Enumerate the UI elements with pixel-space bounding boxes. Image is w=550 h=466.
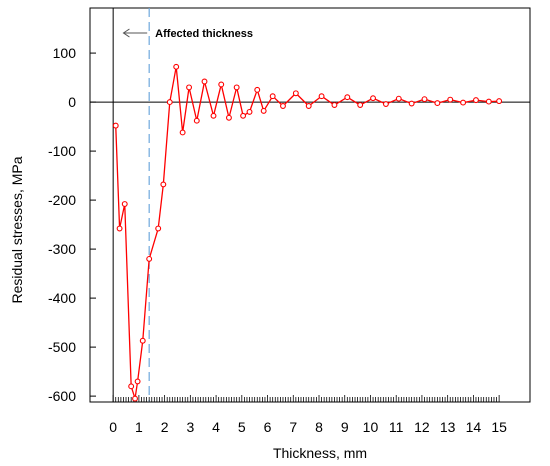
data-point xyxy=(370,95,376,102)
x-axis-ticks: 0 1 2 3 4 5 6 7 8 9 10 11 12 13 14 15 xyxy=(109,395,507,435)
x-tick-label: 12 xyxy=(414,419,430,435)
data-point xyxy=(225,114,232,121)
data-point xyxy=(434,100,441,107)
data-point xyxy=(357,102,364,108)
data-point xyxy=(473,97,479,104)
series-group xyxy=(112,63,503,402)
data-point xyxy=(485,98,492,105)
annotation: Affected thickness xyxy=(122,28,253,40)
y-tick-label: 100 xyxy=(53,45,77,61)
plot-area xyxy=(89,7,531,403)
data-point xyxy=(344,94,351,101)
data-point xyxy=(160,181,167,188)
x-axis-title: Thickness, mm xyxy=(273,445,367,461)
data-point xyxy=(155,225,162,232)
x-tick-label: 8 xyxy=(315,419,323,435)
data-point xyxy=(496,98,503,105)
data-point xyxy=(201,78,208,85)
data-point xyxy=(460,99,467,106)
x-tick-label: 14 xyxy=(466,419,482,435)
x-tick-label: 1 xyxy=(135,419,143,435)
x-tick-label: 7 xyxy=(289,419,297,435)
data-point xyxy=(233,84,240,91)
y-tick-label: -400 xyxy=(48,290,76,306)
arrowhead-icon xyxy=(122,28,130,38)
data-point xyxy=(186,84,193,91)
data-point xyxy=(331,102,338,108)
y-axis-ticks: 100 0 -100 -200 -300 -400 -500 -600 xyxy=(48,45,96,404)
x-tick-label: 10 xyxy=(363,419,379,435)
data-point xyxy=(132,395,138,402)
data-point xyxy=(146,255,153,262)
data-point xyxy=(382,101,389,107)
data-point xyxy=(139,337,146,344)
data-point xyxy=(112,122,119,129)
y-tick-label: -200 xyxy=(48,192,76,208)
data-point xyxy=(218,81,225,88)
data-point xyxy=(269,93,276,100)
x-tick-label: 6 xyxy=(264,419,272,435)
data-point xyxy=(240,112,247,119)
series-line xyxy=(115,66,500,400)
annotation-label: Affected thickness xyxy=(155,28,253,40)
data-point xyxy=(121,201,128,207)
x-tick-label: 15 xyxy=(491,419,507,435)
data-point xyxy=(193,117,200,124)
x-tick-label: 0 xyxy=(109,419,117,435)
zero-line-group xyxy=(90,8,530,402)
y-tick-label: -500 xyxy=(48,339,76,355)
data-point xyxy=(260,107,267,114)
x-tick-label: 11 xyxy=(389,419,404,435)
x-tick-label: 13 xyxy=(440,419,456,435)
data-point xyxy=(179,129,186,136)
data-point xyxy=(305,103,312,109)
data-point xyxy=(166,99,173,106)
data-point xyxy=(210,112,217,119)
data-point xyxy=(246,108,253,115)
data-point xyxy=(447,96,454,103)
plot-frame xyxy=(89,7,531,403)
y-axis-title: Residual stresses, MPa xyxy=(9,156,25,303)
data-point xyxy=(116,225,123,232)
data-point xyxy=(173,63,180,70)
data-point xyxy=(318,93,325,100)
data-point xyxy=(128,383,135,390)
data-point xyxy=(254,86,261,93)
data-point xyxy=(408,100,415,107)
y-tick-label: -300 xyxy=(48,241,76,257)
data-point xyxy=(134,378,141,385)
x-tick-label: 9 xyxy=(341,419,349,435)
x-tick-label: 4 xyxy=(212,419,220,435)
x-tick-label: 5 xyxy=(238,419,246,435)
data-point xyxy=(421,96,428,103)
data-point xyxy=(280,103,286,109)
y-tick-label: -100 xyxy=(48,143,76,159)
y-tick-label: -600 xyxy=(48,388,76,404)
data-point xyxy=(292,90,299,97)
x-tick-label: 2 xyxy=(161,419,169,435)
x-tick-label: 3 xyxy=(186,419,194,435)
y-tick-label: 0 xyxy=(68,94,76,110)
data-point xyxy=(395,95,402,102)
